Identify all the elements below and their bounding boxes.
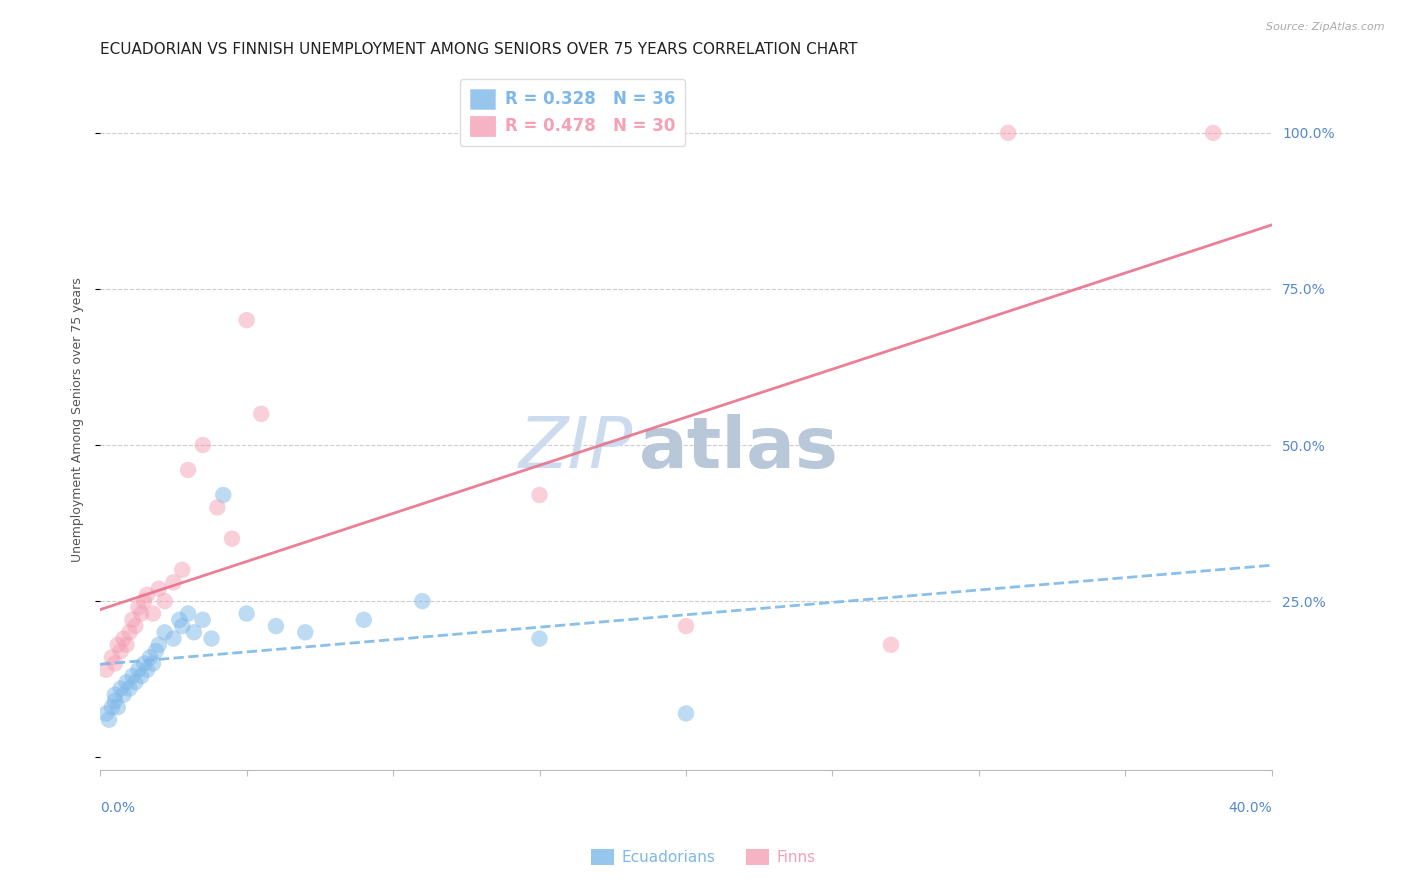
Point [94, 663, 117, 677]
Point [353, 613, 375, 627]
Point [110, 681, 132, 696]
Point [235, 607, 257, 621]
Point [127, 600, 149, 615]
Point [121, 613, 143, 627]
Text: ZIP: ZIP [519, 414, 633, 483]
Legend: Ecuadorians, Finns: Ecuadorians, Finns [585, 843, 821, 871]
Point [101, 700, 124, 714]
Point [529, 632, 551, 646]
Point [880, 638, 903, 652]
Point [121, 669, 143, 683]
Point [112, 688, 135, 702]
Point [118, 625, 141, 640]
Point [529, 488, 551, 502]
Point [177, 463, 200, 477]
Point [115, 675, 138, 690]
Point [235, 313, 257, 327]
Point [675, 706, 697, 721]
Point [169, 613, 191, 627]
Text: 40.0%: 40.0% [1227, 801, 1271, 815]
Point [112, 632, 135, 646]
Point [148, 638, 170, 652]
Y-axis label: Unemployment Among Seniors over 75 years: Unemployment Among Seniors over 75 years [72, 277, 84, 563]
Point [142, 607, 165, 621]
Point [94, 706, 117, 721]
Point [250, 407, 273, 421]
Point [675, 619, 697, 633]
Point [110, 644, 132, 658]
Point [294, 625, 316, 640]
Point [172, 619, 194, 633]
Point [177, 607, 200, 621]
Point [191, 438, 214, 452]
Point [212, 488, 235, 502]
Point [107, 700, 129, 714]
Point [1202, 126, 1225, 140]
Point [162, 632, 184, 646]
Point [115, 638, 138, 652]
Point [124, 619, 146, 633]
Text: ECUADORIAN VS FINNISH UNEMPLOYMENT AMONG SENIORS OVER 75 YEARS CORRELATION CHART: ECUADORIAN VS FINNISH UNEMPLOYMENT AMONG… [100, 42, 858, 57]
Point [153, 594, 176, 608]
Legend: R = 0.328   N = 36, R = 0.478   N = 30: R = 0.328 N = 36, R = 0.478 N = 30 [460, 78, 685, 146]
Point [136, 663, 159, 677]
Point [191, 613, 214, 627]
Point [134, 594, 156, 608]
Point [107, 638, 129, 652]
Point [129, 607, 152, 621]
Point [148, 582, 170, 596]
Point [207, 500, 229, 515]
Point [124, 675, 146, 690]
Point [104, 688, 127, 702]
Point [183, 625, 205, 640]
Point [997, 126, 1019, 140]
Point [221, 532, 243, 546]
Text: atlas: atlas [640, 414, 839, 483]
Point [98, 713, 121, 727]
Point [142, 657, 165, 671]
Point [162, 575, 184, 590]
Point [136, 588, 159, 602]
Point [104, 694, 127, 708]
Point [200, 632, 222, 646]
Point [172, 563, 194, 577]
Point [101, 650, 124, 665]
Point [127, 663, 149, 677]
Point [153, 625, 176, 640]
Point [145, 644, 167, 658]
Point [264, 619, 287, 633]
Point [104, 657, 127, 671]
Point [129, 669, 152, 683]
Text: 0.0%: 0.0% [100, 801, 135, 815]
Point [411, 594, 433, 608]
Text: Source: ZipAtlas.com: Source: ZipAtlas.com [1267, 22, 1385, 32]
Point [134, 657, 156, 671]
Point [139, 650, 162, 665]
Point [118, 681, 141, 696]
